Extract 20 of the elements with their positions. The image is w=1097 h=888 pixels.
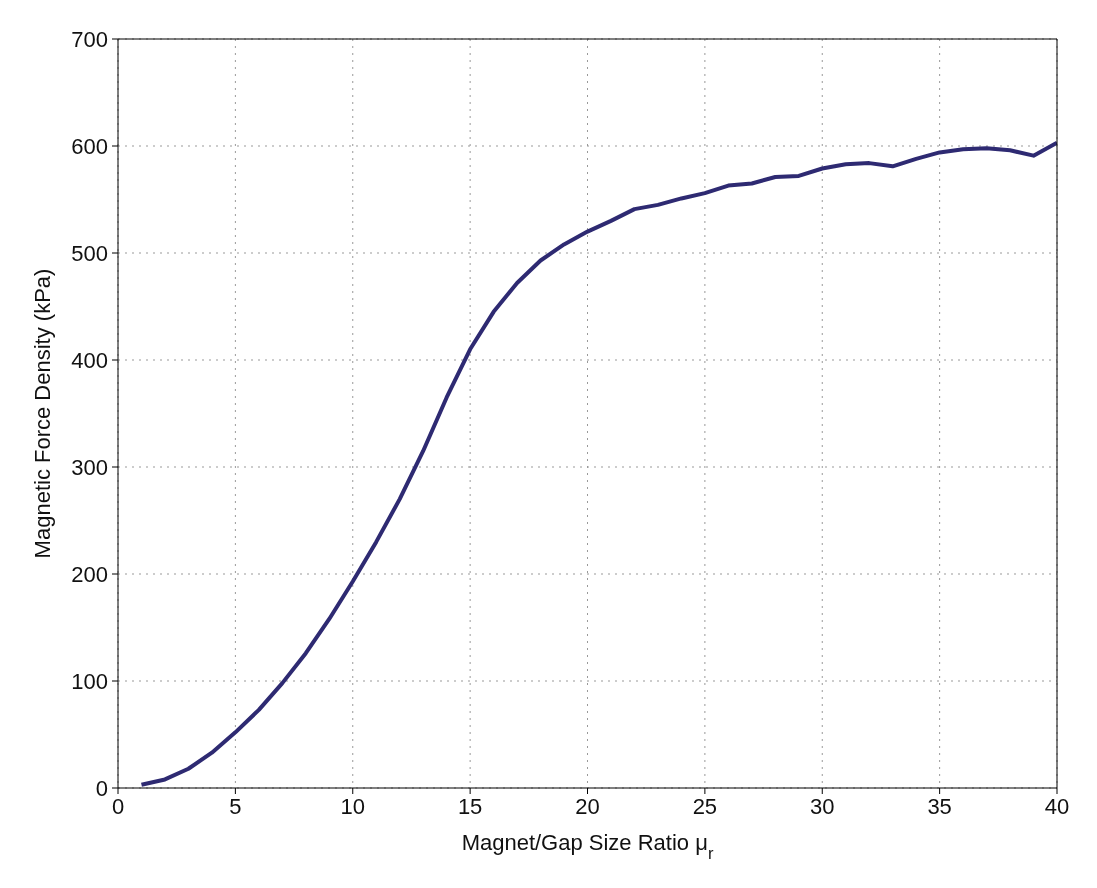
y-tick-label: 100 [71,668,108,694]
y-axis-title: Magnetic Force Density (kPa) [30,268,55,559]
x-tick-label: 40 [1044,793,1070,819]
y-tick-label: 200 [71,561,108,587]
x-tick-label: 10 [340,793,365,819]
y-tick-label: 500 [71,240,108,266]
x-tick-label: 30 [810,793,835,819]
x-tick-label: 20 [575,793,600,819]
x-axis-title: Magnet/Gap Size Ratio μ$_{r}$ [461,830,714,862]
y-tick-label: 700 [71,26,108,52]
y-tick-label: 400 [71,347,108,373]
y-tick-label: 300 [71,454,108,480]
x-tick-label: 15 [457,793,483,819]
x-tick-label: 0 [111,793,125,819]
x-tick-label: 5 [229,793,242,819]
y-tick-label: 600 [71,133,108,159]
x-tick-label: 35 [927,793,952,819]
line-series [139,140,1057,787]
y-tick-label: 0 [95,775,108,801]
x-tick-label: 25 [692,793,718,819]
